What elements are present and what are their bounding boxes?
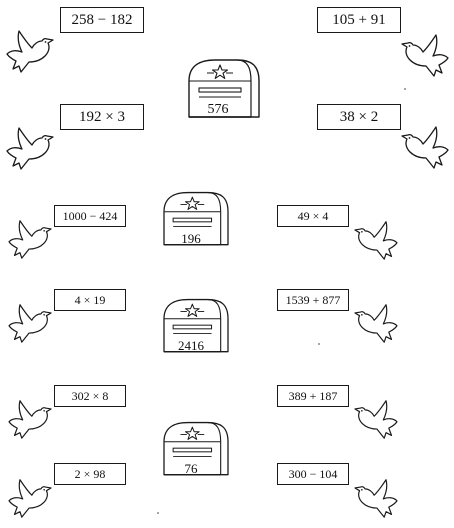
card-expression[interactable]: 1539 + 877 xyxy=(277,289,349,311)
expression-text: 302 × 8 xyxy=(71,388,109,403)
expression-text: 49 × 4 xyxy=(297,208,329,223)
dove-icon xyxy=(7,398,53,440)
expression-text: 105 + 91 xyxy=(332,11,386,28)
dove-icon xyxy=(400,124,450,170)
print-speck xyxy=(157,512,159,514)
card-expression[interactable]: 38 × 2 xyxy=(317,104,401,130)
expression-text: 4 × 19 xyxy=(74,292,106,307)
dove-icon xyxy=(7,302,53,344)
dove-icon xyxy=(353,302,399,344)
mailbox-number: 196 xyxy=(181,231,201,246)
expression-text: 389 + 187 xyxy=(288,388,338,403)
card-expression[interactable]: 4 × 19 xyxy=(54,289,126,311)
card-expression[interactable]: 258 − 182 xyxy=(60,7,144,33)
expression-text: 2 × 98 xyxy=(74,466,106,481)
card-expression[interactable]: 302 × 8 xyxy=(54,385,126,407)
dove-icon xyxy=(353,219,399,261)
expression-text: 1539 + 877 xyxy=(285,292,341,307)
mailbox-number: 576 xyxy=(207,102,229,117)
card-expression[interactable]: 49 × 4 xyxy=(277,205,349,227)
print-speck xyxy=(318,343,320,345)
dove-icon xyxy=(400,32,450,78)
dove-icon xyxy=(353,477,399,519)
card-expression[interactable]: 1000 − 424 xyxy=(54,205,126,227)
expression-text: 38 × 2 xyxy=(339,108,379,125)
dove-icon xyxy=(5,125,55,171)
dove-icon xyxy=(7,218,53,260)
card-expression[interactable]: 2 × 98 xyxy=(54,463,126,485)
expression-text: 192 × 3 xyxy=(79,108,125,125)
print-speck xyxy=(404,88,406,90)
expression-text: 300 − 104 xyxy=(288,466,338,481)
dove-icon xyxy=(353,398,399,440)
card-expression[interactable]: 389 + 187 xyxy=(277,385,349,407)
dove-icon xyxy=(7,477,53,519)
expression-text: 258 − 182 xyxy=(71,11,133,28)
mailbox-number: 76 xyxy=(184,461,198,476)
dove-icon xyxy=(5,28,55,74)
card-expression[interactable]: 105 + 91 xyxy=(317,7,401,33)
expression-text: 1000 − 424 xyxy=(62,208,118,223)
card-expression[interactable]: 300 − 104 xyxy=(277,463,349,485)
card-expression[interactable]: 192 × 3 xyxy=(60,104,144,130)
mailbox-number: 2416 xyxy=(178,338,204,353)
